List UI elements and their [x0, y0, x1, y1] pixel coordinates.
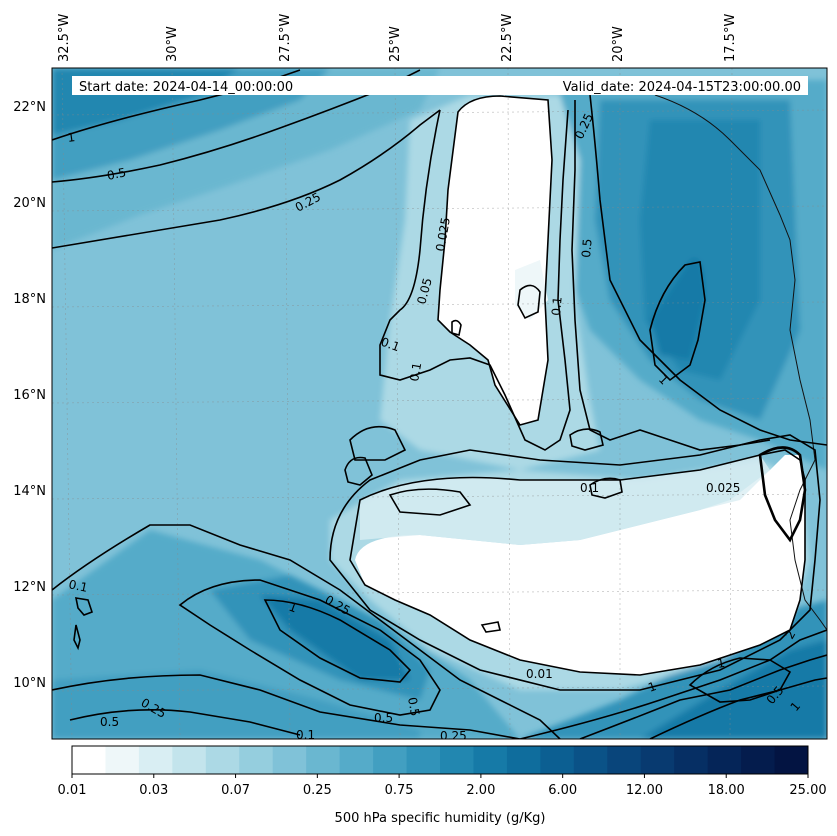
- colorbar-cell: [440, 746, 474, 774]
- colorbar-cell: [707, 746, 742, 774]
- colorbar-cell: [306, 746, 341, 774]
- colorbar-tick-label: 0.25: [303, 783, 332, 798]
- contour-label: 0.1: [379, 335, 402, 355]
- contour-lines: [52, 69, 827, 739]
- dry-arc-south: [355, 455, 805, 675]
- colorbar-tick-label: 0.75: [385, 783, 414, 798]
- date-banner: Start date: 2024-04-14_00:00:00 Valid_da…: [72, 76, 808, 95]
- colorbar-tick-label: 0.03: [139, 783, 168, 798]
- map-frame: [51, 67, 828, 740]
- contour-label: 0.05: [414, 276, 434, 305]
- lon-tick-label: 20°W: [611, 26, 626, 62]
- contour-label: 1: [716, 656, 726, 671]
- contour-label: 0.01: [526, 667, 553, 681]
- colorbar-tick-label: 0.07: [221, 783, 250, 798]
- colorbar-cell: [138, 746, 173, 774]
- colorbar-title: 500 hPa specific humidity (g/Kg): [335, 811, 546, 826]
- contour-label: 1: [287, 600, 299, 616]
- sw-bottom-band: [52, 670, 420, 739]
- lon-tick-label: 17.5°W: [723, 14, 738, 62]
- contour-label: 0.5: [106, 165, 128, 183]
- lat-tick-label: 22°N: [13, 100, 46, 115]
- colorbar-cell: [741, 746, 776, 774]
- coastline: [654, 94, 827, 631]
- colorbar-cell: [640, 746, 675, 774]
- lat-tick-label: 18°N: [13, 292, 46, 307]
- lon-tick-label: 30°W: [165, 26, 180, 62]
- colorbar-cell: [239, 746, 274, 774]
- contour-label: 0.25: [440, 729, 467, 743]
- colorbar-tick-label: 6.00: [548, 783, 577, 798]
- lat-tick-label: 12°N: [13, 580, 46, 595]
- lon-tick-label: 27.5°W: [278, 14, 293, 62]
- latitude-labels: 22°N 20°N 18°N 16°N 14°N 12°N 10°N: [13, 100, 46, 691]
- colorbar-cell: [774, 746, 809, 774]
- colorbar-cell: [573, 746, 608, 774]
- longitude-labels: 32.5°W 30°W 27.5°W 25°W 22.5°W 20°W 17.5…: [57, 14, 738, 62]
- colorbar-cells: [72, 746, 809, 774]
- colorbar-cell: [105, 746, 140, 774]
- contour-label: 0.1: [296, 728, 315, 742]
- contour-label: 0.025: [706, 481, 740, 495]
- colorbar-cell: [272, 746, 307, 774]
- colorbar-tick-label: 12.00: [626, 783, 663, 798]
- colorbar-tick-label: 18.00: [708, 783, 745, 798]
- colorbar-cell: [540, 746, 575, 774]
- lat-tick-label: 14°N: [13, 484, 46, 499]
- map-area: 1 0.5 0.25 0.025 0.05 0.1 0.1 0.1 0.5 0.…: [52, 68, 827, 743]
- contour-label: 0.5: [374, 711, 393, 725]
- colorbar-cell: [339, 746, 374, 774]
- contour-label: 0.5: [405, 696, 422, 717]
- east-moist-center: [650, 258, 705, 360]
- colorbar-frame: [71, 745, 809, 775]
- contour-label: 0.1: [407, 361, 424, 382]
- contour-label: 1: [66, 130, 76, 145]
- colorbar-cell: [674, 746, 709, 774]
- colorbar-cell: [72, 746, 106, 774]
- colorbar-cell: [172, 746, 207, 774]
- colorbar-cell: [406, 746, 441, 774]
- colorbar-tick-label: 0.01: [58, 783, 87, 798]
- colorbar-tick-label: 2.00: [466, 783, 495, 798]
- se-moist-core: [640, 640, 827, 739]
- lon-tick-label: 25°W: [388, 26, 403, 62]
- dry-patch-east: [515, 260, 548, 320]
- colorbar-cell: [607, 746, 642, 774]
- dry-fringe-ring: [360, 455, 770, 545]
- banner-background: [72, 76, 808, 95]
- colorbar-cell: [205, 746, 240, 774]
- contour-label: 0.1: [549, 296, 565, 316]
- lon-tick-label: 32.5°W: [57, 14, 72, 62]
- start-date-label: Start date: 2024-04-14_00:00:00: [79, 80, 293, 95]
- contour-label: 0.025: [433, 216, 453, 252]
- lat-tick-label: 10°N: [13, 676, 46, 691]
- contour-label: 1: [646, 679, 658, 695]
- contour-label: 0.1: [580, 481, 599, 495]
- colorbar-cell: [473, 746, 508, 774]
- valid-date-label: Valid_date: 2024-04-15T23:00:00.00: [563, 80, 801, 95]
- colorbar: 0.01 0.03 0.07 0.25 0.75 2.00 6.00 12.00 18.00 25…: [58, 745, 827, 826]
- colorbar-cell: [506, 746, 541, 774]
- dry-tongue-north: [438, 96, 552, 425]
- colorbar-tick-label: 25.00: [789, 783, 826, 798]
- contour-label: 0.1: [67, 577, 89, 595]
- colorbar-cell: [373, 746, 408, 774]
- lon-tick-label: 22.5°W: [500, 14, 515, 62]
- contour-label: 0.5: [579, 238, 595, 258]
- contour-label-group: 1 0.5 0.25 0.025 0.05 0.1 0.1 0.1 0.5 0.…: [66, 111, 803, 743]
- sw-moist-core: [260, 595, 410, 680]
- lat-tick-label: 16°N: [13, 388, 46, 403]
- dry-tongue-north-inner: [480, 95, 505, 125]
- colorbar-ticks: 0.01 0.03 0.07 0.25 0.75 2.00 6.00 12.00 18.00 25…: [58, 774, 827, 798]
- contour-label: 0.5: [100, 715, 119, 729]
- lat-tick-label: 20°N: [13, 196, 46, 211]
